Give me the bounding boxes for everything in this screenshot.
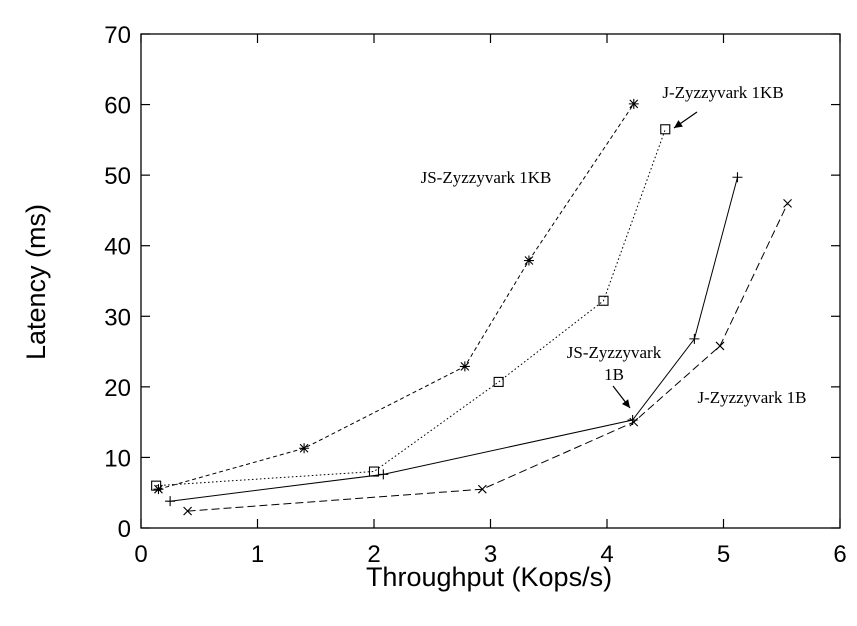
axis-ticks	[140, 33, 841, 529]
label-js-1b-line1: JS-Zyzzyvark	[567, 343, 662, 362]
y-tick-label: 10	[104, 445, 131, 472]
plot-border	[140, 33, 841, 529]
x-tick-label: 3	[484, 541, 497, 568]
series-j-zyzzyvark-1kb	[151, 124, 671, 491]
data-point-square	[598, 295, 609, 306]
data-point-asterisk	[459, 361, 470, 372]
data-point-cross	[629, 417, 639, 427]
series-js-zyzzyvark-1b	[165, 172, 743, 507]
label-js-1kb: JS-Zyzzyvark 1KB	[421, 168, 552, 187]
y-tick-label: 0	[118, 516, 131, 543]
x-tick-label: 5	[717, 541, 730, 568]
arrow-j-1kb	[673, 111, 698, 129]
arrow-head	[621, 399, 630, 408]
x-tick-label: 1	[251, 541, 264, 568]
plot-frame	[140, 33, 841, 529]
y-tick-label: 30	[104, 304, 131, 331]
data-point-plus	[689, 333, 700, 344]
data-point-square	[660, 124, 671, 135]
series-j-zyzzyvark-1b	[183, 198, 792, 516]
y-axis-title: Latency (ms)	[21, 204, 51, 360]
data-point-asterisk	[153, 484, 164, 495]
x-tick-label: 2	[367, 541, 380, 568]
label-j-1kb: J-Zyzzyvark 1KB	[662, 83, 783, 102]
arrow-head	[674, 120, 683, 128]
y-tick-label: 50	[104, 163, 131, 190]
label-js-1b-line2: 1B	[604, 365, 624, 384]
data-point-plus	[732, 172, 743, 183]
annotation-layer	[612, 111, 698, 409]
arrow-js-1b	[612, 385, 631, 409]
data-point-asterisk	[523, 255, 534, 266]
data-point-cross	[183, 506, 192, 516]
series-js-zyzzyvark-1kb	[153, 98, 639, 495]
series-line	[187, 203, 789, 512]
data-point-cross	[715, 341, 725, 351]
series-line	[156, 129, 666, 487]
data-point-cross	[783, 198, 792, 208]
y-tick-label: 60	[104, 93, 131, 120]
x-axis-title: Throughput (Kops/s)	[366, 562, 612, 592]
data-point-cross	[477, 484, 487, 494]
y-tick-label: 40	[104, 234, 131, 261]
data-point-plus	[378, 469, 389, 480]
data-point-asterisk	[628, 98, 639, 109]
data-point-square	[151, 480, 162, 491]
series-layer	[151, 98, 792, 516]
x-tick-label: 0	[134, 541, 147, 568]
x-tick-label: 4	[600, 541, 613, 568]
series-line	[170, 177, 738, 502]
label-j-1b: J-Zyzzyvark 1B	[697, 388, 806, 407]
x-tick-label: 6	[833, 541, 846, 568]
y-tick-label: 70	[104, 22, 131, 49]
series-line	[158, 103, 635, 490]
data-point-square	[493, 376, 504, 387]
y-tick-label: 20	[104, 375, 131, 402]
data-point-asterisk	[299, 443, 310, 454]
data-point-plus	[165, 496, 176, 507]
